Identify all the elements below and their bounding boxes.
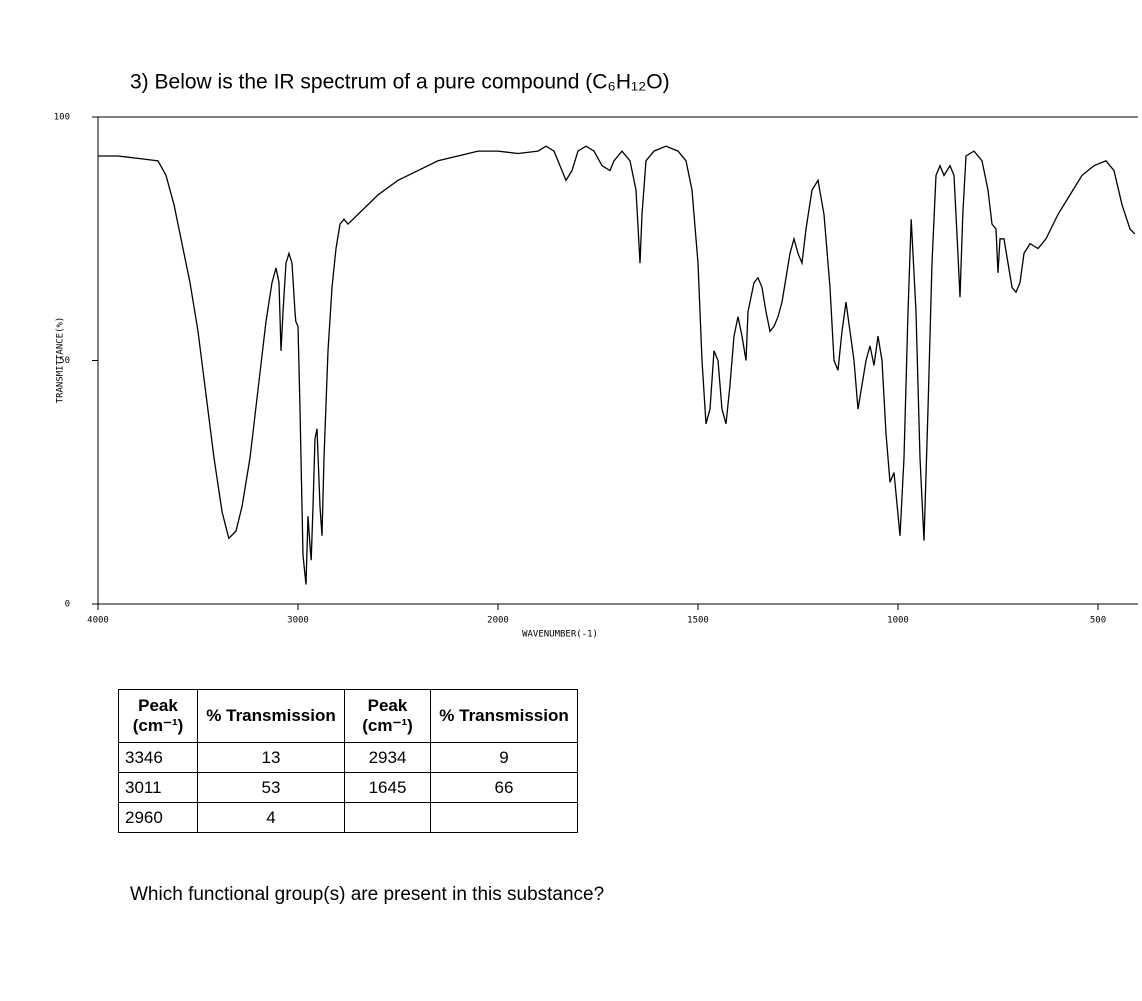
table-cell: 3346	[118, 742, 198, 773]
table-cell: 2960	[118, 802, 198, 833]
x-axis-label: WAVENUMBER(-1)	[522, 630, 598, 640]
x-tick-label: 4000	[87, 616, 109, 626]
y-tick-label: 100	[54, 113, 70, 123]
x-tick-label: 2000	[487, 616, 509, 626]
spectrum-line	[98, 145, 1136, 585]
header-cell: % Transmission	[430, 689, 578, 743]
x-tick-label: 1000	[887, 616, 909, 626]
table-cell: 53	[197, 772, 345, 803]
header-cell: Peak (cm⁻¹)	[118, 689, 198, 743]
y-axis-label: TRANSMITTANCE(%)	[56, 317, 66, 404]
table-cell	[344, 802, 431, 833]
plot-frame	[97, 116, 1138, 605]
table-cell: 2934	[344, 742, 431, 773]
table-cell: 3011	[118, 772, 198, 803]
question: Which functional group(s) are present in…	[130, 884, 605, 905]
table-row: 3011 53 1645 66	[118, 772, 578, 803]
x-tick-label: 500	[1090, 616, 1106, 626]
spectrum-chart: 3) Below is the IR spectrum of a pure co…	[54, 71, 1138, 640]
y-tick-label: 0	[65, 600, 70, 610]
table-cell: 4	[197, 802, 345, 833]
table-row: 3346 13 2934 9	[118, 742, 578, 773]
table-cell: 66	[430, 772, 578, 803]
table-cell: 9	[430, 742, 578, 773]
header-cell: % Transmission	[197, 689, 345, 743]
x-tick-label: 3000	[287, 616, 309, 626]
peak-table: Peak (cm⁻¹)% Transmission Peak (cm⁻¹)% Tr…	[118, 689, 578, 833]
x-tick-label: 1500	[687, 616, 709, 626]
table-cell	[430, 802, 578, 833]
table-cell: 1645	[344, 772, 431, 803]
table-cell: 13	[197, 742, 345, 773]
y-tick-label: 50	[59, 356, 70, 366]
header-cell: Peak (cm⁻¹)	[344, 689, 431, 743]
title: 3) Below is the IR spectrum of a pure co…	[130, 71, 670, 94]
table-row: 2960 4	[118, 802, 578, 833]
